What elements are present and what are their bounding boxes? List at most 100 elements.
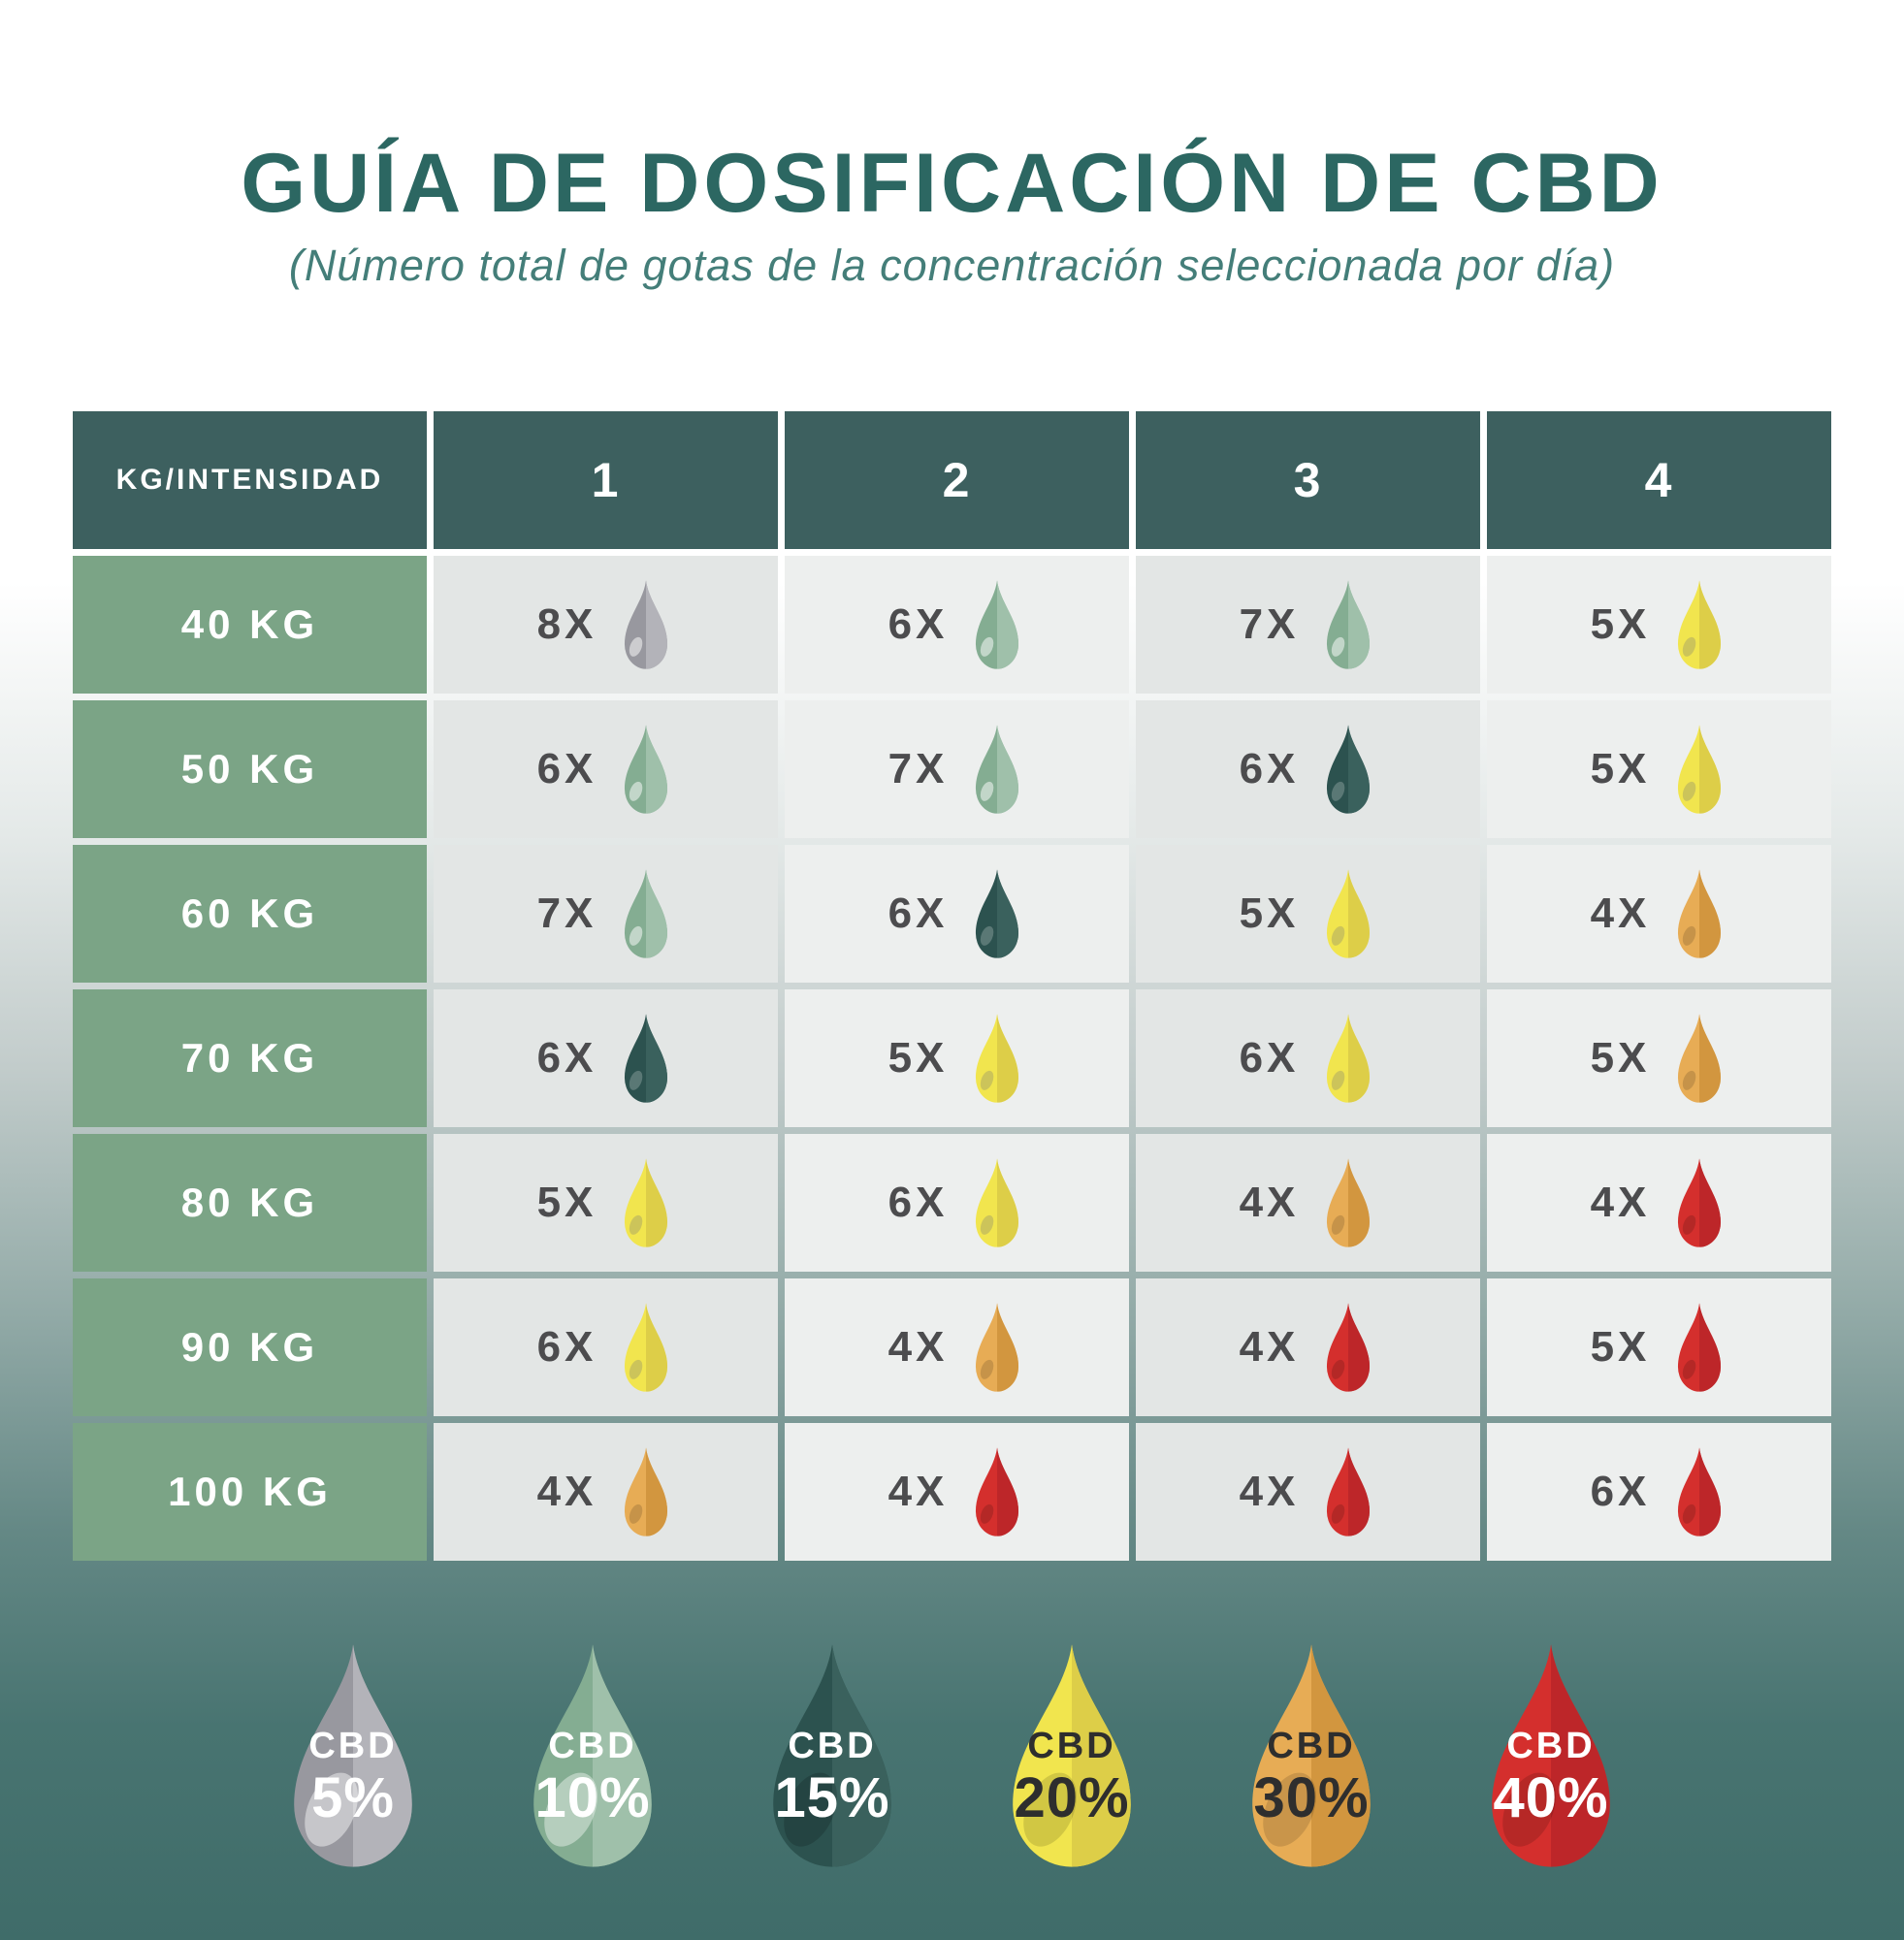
dose-cell: 5X <box>1487 1278 1831 1416</box>
dose-count: 6X <box>1239 745 1300 792</box>
dose-cell: 5X <box>785 989 1129 1127</box>
drop-icon-yellow <box>625 1158 668 1247</box>
dose-count: 8X <box>536 600 597 648</box>
drop-icon-red <box>1492 1644 1610 1867</box>
dose-count: 4X <box>887 1323 949 1371</box>
drop-icon-teal <box>625 1014 668 1103</box>
drop-icon-teal <box>773 1644 891 1867</box>
legend-item: CBD 15% <box>755 1641 910 1870</box>
dose-cell: 5X <box>434 1134 778 1272</box>
dose-cell: 7X <box>785 700 1129 838</box>
dose-count: 6X <box>1590 1468 1651 1515</box>
intensity-column-header: 3 <box>1136 411 1480 549</box>
dose-count: 4X <box>887 1468 949 1515</box>
dose-cell: 4X <box>1136 1134 1480 1272</box>
dose-cell: 5X <box>1487 556 1831 694</box>
dosage-table: KG/INTENSIDAD 1 2 3 4 40 KG 8X 6X 7X 5X 50 KG 6X 7X 6… <box>73 411 1831 1561</box>
drop-icon-green <box>625 869 668 958</box>
dose-count: 7X <box>536 889 597 937</box>
drop-icon-red <box>1327 1303 1371 1392</box>
drop-icon-green <box>976 725 1019 814</box>
legend-percent: 10% <box>534 1766 651 1829</box>
dose-cell: 4X <box>785 1278 1129 1416</box>
dose-count: 5X <box>1590 1323 1651 1371</box>
dose-cell: 6X <box>1136 700 1480 838</box>
dose-cell: 5X <box>1487 989 1831 1127</box>
legend-percent: 40% <box>1493 1766 1609 1829</box>
drop-icon-green <box>625 725 668 814</box>
legend-percent: 20% <box>1014 1766 1130 1829</box>
dose-count: 5X <box>887 1034 949 1082</box>
drop-icon-yellow <box>1678 725 1722 814</box>
drop-icon-teal <box>976 869 1019 958</box>
dose-cell: 6X <box>1487 1423 1831 1561</box>
drop-icon-orange <box>625 1447 668 1536</box>
dose-cell: 4X <box>1136 1278 1480 1416</box>
legend-percent: 30% <box>1253 1766 1370 1829</box>
drop-icon-gray <box>625 580 668 669</box>
drop-icon-red <box>1678 1303 1722 1392</box>
dose-count: 6X <box>536 1323 597 1371</box>
dose-cell: 4X <box>1487 845 1831 983</box>
dose-cell: 6X <box>434 700 778 838</box>
legend-label: CBD <box>308 1726 398 1767</box>
dose-cell: 7X <box>434 845 778 983</box>
dose-count: 6X <box>887 1179 949 1226</box>
drop-icon-teal <box>1327 725 1371 814</box>
dose-count: 5X <box>1239 889 1300 937</box>
dose-count: 6X <box>887 889 949 937</box>
intensity-column-header: 4 <box>1487 411 1831 549</box>
drop-icon-green <box>1327 580 1371 669</box>
dose-count: 4X <box>1239 1468 1300 1515</box>
legend: CBD 5% CBD 10% CBD 15% CBD 20% CBD 30% CBD 40% <box>0 1641 1904 1870</box>
legend-label: CBD <box>1027 1726 1116 1767</box>
drop-icon-orange <box>1327 1158 1371 1247</box>
legend-label: CBD <box>548 1726 637 1767</box>
intensity-column-header: 1 <box>434 411 778 549</box>
drop-icon-red <box>1678 1158 1722 1247</box>
page-title: GUÍA DE DOSIFICACIÓN DE CBD <box>241 136 1663 230</box>
dose-count: 4X <box>1239 1179 1300 1226</box>
dose-count: 5X <box>1590 600 1651 648</box>
legend-percent: 5% <box>311 1766 395 1829</box>
drop-icon-green <box>976 580 1019 669</box>
weight-row-header: 60 KG <box>73 845 427 983</box>
weight-row-header: 40 KG <box>73 556 427 694</box>
dose-cell: 6X <box>785 1134 1129 1272</box>
dose-cell: 5X <box>1136 845 1480 983</box>
drop-icon-orange <box>976 1303 1019 1392</box>
legend-item: CBD 10% <box>515 1641 670 1870</box>
drop-icon-yellow <box>976 1014 1019 1103</box>
intensity-column-header: 2 <box>785 411 1129 549</box>
dose-cell: 7X <box>1136 556 1480 694</box>
dose-count: 6X <box>536 1034 597 1082</box>
legend-label: CBD <box>1506 1726 1596 1767</box>
drop-icon-yellow <box>1013 1644 1131 1867</box>
legend-item: CBD 30% <box>1234 1641 1389 1870</box>
dose-cell: 5X <box>1487 700 1831 838</box>
drop-icon-gray <box>294 1644 412 1867</box>
corner-label: KG/INTENSIDAD <box>115 464 384 496</box>
weight-row-header: 80 KG <box>73 1134 427 1272</box>
weight-row-header: 100 KG <box>73 1423 427 1561</box>
dose-cell: 4X <box>1136 1423 1480 1561</box>
dose-cell: 6X <box>785 556 1129 694</box>
drop-icon-orange <box>1252 1644 1371 1867</box>
page-subtitle: (Número total de gotas de la concentraci… <box>288 241 1616 290</box>
weight-row-header: 90 KG <box>73 1278 427 1416</box>
dose-count: 4X <box>1239 1323 1300 1371</box>
dose-count: 5X <box>536 1179 597 1226</box>
drop-icon-yellow <box>976 1158 1019 1247</box>
dose-cell: 6X <box>1136 989 1480 1127</box>
drop-icon-yellow <box>1678 580 1722 669</box>
dose-cell: 6X <box>434 989 778 1127</box>
drop-icon-green <box>533 1644 652 1867</box>
dose-count: 4X <box>1590 889 1651 937</box>
legend-item: CBD 20% <box>994 1641 1149 1870</box>
weight-row-header: 70 KG <box>73 989 427 1127</box>
dose-count: 7X <box>1239 600 1300 648</box>
dose-cell: 8X <box>434 556 778 694</box>
table-corner-header: KG/INTENSIDAD <box>73 411 427 549</box>
drop-icon-orange <box>1678 869 1722 958</box>
dose-count: 4X <box>1590 1179 1651 1226</box>
